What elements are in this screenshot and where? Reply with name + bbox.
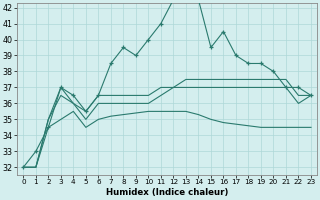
X-axis label: Humidex (Indice chaleur): Humidex (Indice chaleur) (106, 188, 228, 197)
